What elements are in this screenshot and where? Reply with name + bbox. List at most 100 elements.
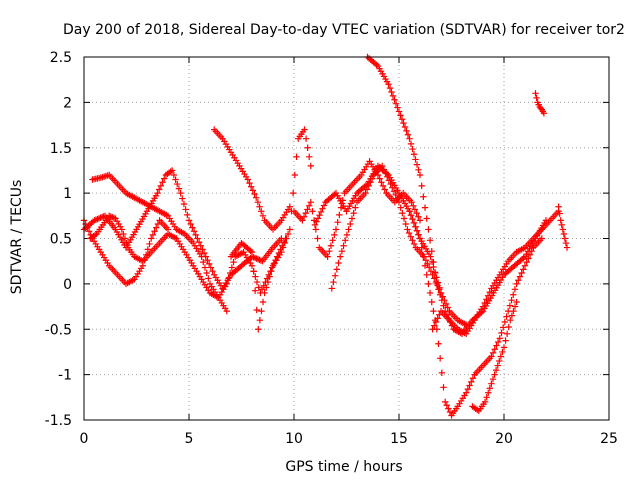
data-point bbox=[410, 240, 418, 248]
data-point bbox=[422, 257, 430, 264]
data-point bbox=[228, 264, 236, 271]
data-point bbox=[403, 127, 410, 135]
data-point bbox=[440, 302, 447, 309]
y-tick-label: 2 bbox=[63, 95, 72, 111]
series-track-11 bbox=[406, 208, 545, 419]
data-point bbox=[404, 131, 412, 138]
data-point bbox=[365, 182, 372, 190]
x-tick-label: 5 bbox=[185, 431, 194, 447]
data-point bbox=[415, 166, 422, 173]
data-point bbox=[423, 271, 430, 278]
y-tick-label: -1.5 bbox=[45, 413, 72, 429]
data-point bbox=[555, 203, 562, 210]
data-point bbox=[518, 269, 525, 277]
series-track-12 bbox=[429, 208, 562, 337]
data-point bbox=[340, 242, 347, 249]
data-point bbox=[434, 315, 441, 322]
data-point bbox=[305, 202, 313, 210]
data-point bbox=[420, 253, 427, 260]
data-point bbox=[367, 179, 374, 186]
data-point bbox=[421, 262, 429, 269]
data-point bbox=[146, 240, 153, 248]
data-point bbox=[446, 408, 454, 416]
data-point bbox=[253, 255, 260, 262]
data-point bbox=[190, 228, 198, 235]
data-point bbox=[307, 199, 314, 206]
data-point bbox=[373, 61, 380, 68]
data-point bbox=[195, 238, 203, 246]
data-point bbox=[402, 220, 409, 228]
data-point bbox=[442, 398, 449, 406]
data-point bbox=[251, 287, 259, 294]
data-point bbox=[418, 244, 425, 251]
y-tick-label: 0 bbox=[63, 277, 72, 293]
data-point bbox=[120, 230, 127, 238]
data-point bbox=[498, 329, 505, 337]
data-point bbox=[496, 357, 503, 365]
data-point bbox=[153, 224, 160, 231]
data-point bbox=[161, 175, 168, 182]
data-point bbox=[363, 186, 371, 193]
data-point bbox=[409, 215, 416, 223]
data-point bbox=[526, 251, 534, 259]
data-point bbox=[172, 176, 179, 183]
data-point bbox=[197, 242, 204, 249]
data-point bbox=[394, 104, 401, 111]
data-point bbox=[98, 213, 106, 221]
y-tick-label: 1 bbox=[63, 186, 72, 202]
data-point bbox=[400, 119, 407, 127]
data-point bbox=[429, 326, 436, 333]
data-point bbox=[97, 214, 104, 221]
data-point bbox=[198, 253, 205, 260]
data-point bbox=[483, 296, 490, 303]
data-point bbox=[399, 209, 406, 217]
data-point bbox=[562, 239, 570, 247]
data-point bbox=[342, 237, 349, 244]
data-point bbox=[489, 349, 497, 357]
data-point bbox=[469, 375, 477, 382]
data-point bbox=[250, 254, 257, 261]
data-point bbox=[479, 303, 487, 310]
data-point bbox=[293, 153, 300, 161]
data-point bbox=[250, 268, 257, 275]
data-point bbox=[261, 289, 268, 297]
data-point bbox=[405, 229, 413, 237]
data-point bbox=[491, 346, 498, 353]
data-point bbox=[558, 221, 565, 229]
data-point bbox=[432, 318, 440, 326]
data-point bbox=[304, 144, 311, 151]
data-point bbox=[317, 208, 325, 216]
series-track-7 bbox=[290, 158, 424, 260]
data-point bbox=[427, 253, 434, 260]
data-point bbox=[350, 209, 357, 217]
data-point bbox=[286, 226, 293, 233]
data-point bbox=[385, 81, 392, 88]
data-point bbox=[343, 231, 351, 239]
y-axis-label: SDTVAR / TECUs bbox=[9, 180, 25, 295]
data-point bbox=[278, 248, 285, 256]
data-point bbox=[268, 267, 275, 275]
data-point bbox=[331, 272, 339, 279]
data-point bbox=[407, 140, 415, 148]
data-point bbox=[368, 175, 376, 182]
data-point bbox=[415, 231, 422, 238]
data-point bbox=[426, 264, 433, 271]
data-point bbox=[281, 239, 288, 247]
data-point bbox=[407, 233, 414, 240]
data-point bbox=[418, 182, 425, 190]
data-point bbox=[205, 260, 213, 268]
data-point bbox=[381, 186, 388, 193]
x-axis-label: GPS time / hours bbox=[285, 459, 402, 475]
data-point bbox=[302, 209, 309, 217]
data-point bbox=[492, 366, 500, 374]
plot-frame bbox=[83, 56, 610, 421]
data-point bbox=[466, 382, 473, 389]
data-point bbox=[246, 179, 253, 187]
data-point bbox=[389, 92, 397, 100]
data-point bbox=[510, 291, 517, 298]
data-point bbox=[313, 218, 320, 225]
data-point bbox=[431, 322, 438, 329]
data-point bbox=[151, 228, 158, 235]
data-point bbox=[386, 84, 394, 92]
data-point bbox=[416, 235, 424, 242]
